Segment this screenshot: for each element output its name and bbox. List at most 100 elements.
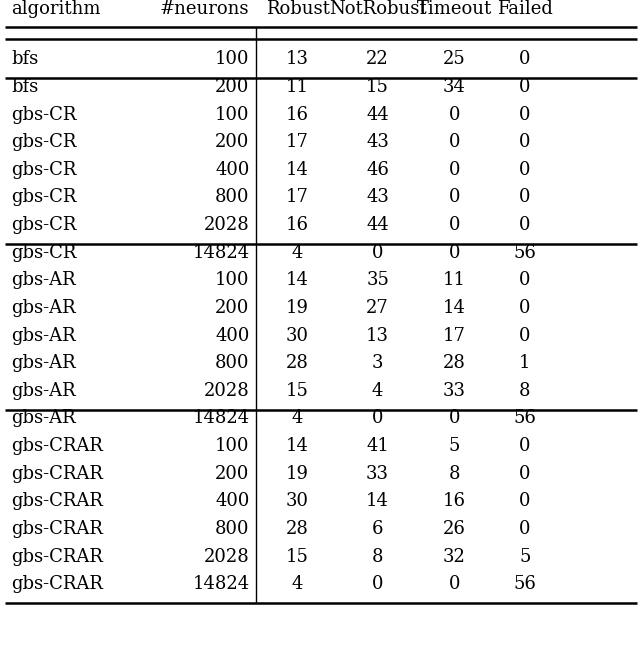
Text: gbs-CR: gbs-CR (12, 188, 77, 207)
Text: bfs: bfs (12, 78, 39, 96)
Text: 4: 4 (292, 575, 303, 593)
Text: 27: 27 (366, 299, 389, 317)
Text: gbs-CRAR: gbs-CRAR (12, 465, 104, 483)
Text: 0: 0 (449, 133, 460, 151)
Text: 0: 0 (519, 492, 531, 510)
Text: 32: 32 (443, 547, 466, 566)
Text: 33: 33 (443, 382, 466, 400)
Text: 25: 25 (443, 50, 466, 68)
Text: 0: 0 (519, 216, 531, 234)
Text: gbs-CR: gbs-CR (12, 105, 77, 124)
Text: 0: 0 (449, 575, 460, 593)
Text: 14824: 14824 (193, 244, 250, 262)
Text: 30: 30 (286, 492, 309, 510)
Text: NotRobust: NotRobust (329, 0, 426, 18)
Text: gbs-AR: gbs-AR (12, 382, 76, 400)
Text: 4: 4 (292, 244, 303, 262)
Text: 200: 200 (215, 465, 250, 483)
Text: gbs-CR: gbs-CR (12, 133, 77, 151)
Text: algorithm: algorithm (12, 0, 101, 18)
Text: 0: 0 (519, 271, 531, 289)
Text: 44: 44 (366, 105, 389, 124)
Text: 0: 0 (519, 299, 531, 317)
Text: gbs-CR: gbs-CR (12, 244, 77, 262)
Text: 0: 0 (449, 105, 460, 124)
Text: 14: 14 (443, 299, 466, 317)
Text: 26: 26 (443, 520, 466, 538)
Text: 400: 400 (215, 161, 250, 179)
Text: 4: 4 (372, 382, 383, 400)
Text: 100: 100 (215, 105, 250, 124)
Text: 0: 0 (449, 161, 460, 179)
Text: 0: 0 (449, 410, 460, 428)
Text: 43: 43 (366, 188, 389, 207)
Text: gbs-CRAR: gbs-CRAR (12, 492, 104, 510)
Text: 0: 0 (519, 133, 531, 151)
Text: 56: 56 (513, 244, 536, 262)
Text: gbs-CRAR: gbs-CRAR (12, 520, 104, 538)
Text: 19: 19 (286, 299, 309, 317)
Text: 100: 100 (215, 50, 250, 68)
Text: 28: 28 (286, 354, 309, 372)
Text: 16: 16 (443, 492, 466, 510)
Text: 0: 0 (519, 465, 531, 483)
Text: 400: 400 (215, 326, 250, 344)
Text: 16: 16 (286, 216, 309, 234)
Text: 200: 200 (215, 299, 250, 317)
Text: 13: 13 (286, 50, 309, 68)
Text: 43: 43 (366, 133, 389, 151)
Text: 22: 22 (366, 50, 389, 68)
Text: 11: 11 (443, 271, 466, 289)
Text: 30: 30 (286, 326, 309, 344)
Text: 15: 15 (366, 78, 389, 96)
Text: Timeout: Timeout (417, 0, 492, 18)
Text: #neurons: #neurons (160, 0, 250, 18)
Text: 8: 8 (519, 382, 531, 400)
Text: gbs-CR: gbs-CR (12, 161, 77, 179)
Text: 200: 200 (215, 78, 250, 96)
Text: 35: 35 (366, 271, 389, 289)
Text: 13: 13 (366, 326, 389, 344)
Text: bfs: bfs (12, 50, 39, 68)
Text: 5: 5 (449, 437, 460, 455)
Text: 1: 1 (519, 354, 531, 372)
Text: gbs-CRAR: gbs-CRAR (12, 575, 104, 593)
Text: gbs-AR: gbs-AR (12, 271, 76, 289)
Text: 400: 400 (215, 492, 250, 510)
Text: 0: 0 (449, 216, 460, 234)
Text: 800: 800 (215, 188, 250, 207)
Text: 8: 8 (372, 547, 383, 566)
Text: 0: 0 (519, 326, 531, 344)
Text: 0: 0 (519, 520, 531, 538)
Text: 14: 14 (286, 161, 309, 179)
Text: 34: 34 (443, 78, 466, 96)
Text: 41: 41 (366, 437, 389, 455)
Text: 17: 17 (286, 188, 309, 207)
Text: 2028: 2028 (204, 382, 250, 400)
Text: gbs-CRAR: gbs-CRAR (12, 547, 104, 566)
Text: 46: 46 (366, 161, 389, 179)
Text: 56: 56 (513, 575, 536, 593)
Text: 14824: 14824 (193, 575, 250, 593)
Text: 0: 0 (449, 244, 460, 262)
Text: 44: 44 (366, 216, 389, 234)
Text: 15: 15 (286, 547, 309, 566)
Text: 14: 14 (286, 437, 309, 455)
Text: 28: 28 (286, 520, 309, 538)
Text: 0: 0 (519, 188, 531, 207)
Text: Failed: Failed (497, 0, 553, 18)
Text: gbs-AR: gbs-AR (12, 410, 76, 428)
Text: 17: 17 (443, 326, 466, 344)
Text: 16: 16 (286, 105, 309, 124)
Text: Robust: Robust (266, 0, 330, 18)
Text: 800: 800 (215, 354, 250, 372)
Text: 0: 0 (519, 161, 531, 179)
Text: 0: 0 (519, 78, 531, 96)
Text: 2028: 2028 (204, 216, 250, 234)
Text: 0: 0 (372, 410, 383, 428)
Text: gbs-AR: gbs-AR (12, 326, 76, 344)
Text: 14: 14 (286, 271, 309, 289)
Text: 19: 19 (286, 465, 309, 483)
Text: 4: 4 (292, 410, 303, 428)
Text: 56: 56 (513, 410, 536, 428)
